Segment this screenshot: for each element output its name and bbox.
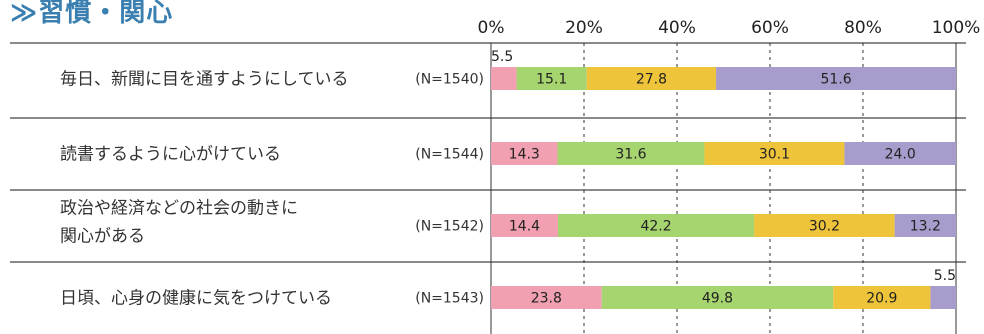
data-label: 14.3 bbox=[509, 147, 540, 163]
bar-segment bbox=[491, 286, 602, 309]
bar-segment bbox=[491, 67, 517, 90]
data-label: 42.2 bbox=[640, 219, 671, 235]
bar-segment bbox=[491, 142, 558, 165]
row-label: 読書するように心がけている bbox=[60, 145, 281, 165]
row-label: 政治や経済などの社会の動きに bbox=[60, 199, 298, 219]
x-tick-label: 80% bbox=[844, 18, 882, 38]
x-tick-label: 100% bbox=[932, 18, 981, 38]
row-label: 日頃、心身の健康に気をつけている bbox=[60, 289, 332, 309]
data-label: 30.2 bbox=[809, 219, 840, 235]
bar-segment bbox=[601, 286, 834, 309]
chart-title: ≫習慣・関心 bbox=[10, 0, 174, 28]
bar-segment bbox=[930, 286, 956, 309]
x-tick-label: 0% bbox=[478, 18, 505, 38]
x-tick-label: 40% bbox=[658, 18, 696, 38]
sample-size-label: (N=1542) bbox=[415, 219, 484, 235]
row-label: 毎日、新聞に目を通すようにしている bbox=[60, 70, 349, 90]
data-label: 5.5 bbox=[491, 49, 513, 65]
data-label: 24.0 bbox=[885, 147, 916, 163]
bar-segment bbox=[586, 67, 717, 90]
bar-segment bbox=[894, 214, 956, 237]
data-label: 13.2 bbox=[910, 219, 941, 235]
x-tick-label: 20% bbox=[565, 18, 603, 38]
sample-size-label: (N=1543) bbox=[415, 291, 484, 307]
bar-segment bbox=[716, 67, 956, 90]
bar-segment bbox=[833, 286, 931, 309]
sample-size-label: (N=1540) bbox=[415, 72, 484, 88]
data-label: 30.1 bbox=[759, 147, 790, 163]
data-label: 15.1 bbox=[536, 72, 567, 88]
bar-segment bbox=[754, 214, 895, 237]
data-label: 23.8 bbox=[531, 291, 562, 307]
data-label: 14.4 bbox=[509, 219, 540, 235]
bar-segment bbox=[844, 142, 956, 165]
sample-size-label: (N=1544) bbox=[415, 147, 484, 163]
bar-segment bbox=[557, 214, 755, 237]
data-label: 27.8 bbox=[636, 72, 667, 88]
x-tick-label: 60% bbox=[751, 18, 789, 38]
data-label: 5.5 bbox=[934, 268, 956, 284]
bar-segment bbox=[557, 142, 705, 165]
data-label: 49.8 bbox=[702, 291, 733, 307]
bar-segment bbox=[491, 214, 558, 237]
row-label: 関心がある bbox=[60, 227, 145, 247]
bar-segment bbox=[516, 67, 587, 90]
data-label: 31.6 bbox=[615, 147, 646, 163]
data-label: 20.9 bbox=[866, 291, 897, 307]
bar-segment bbox=[704, 142, 845, 165]
data-label: 51.6 bbox=[820, 72, 851, 88]
